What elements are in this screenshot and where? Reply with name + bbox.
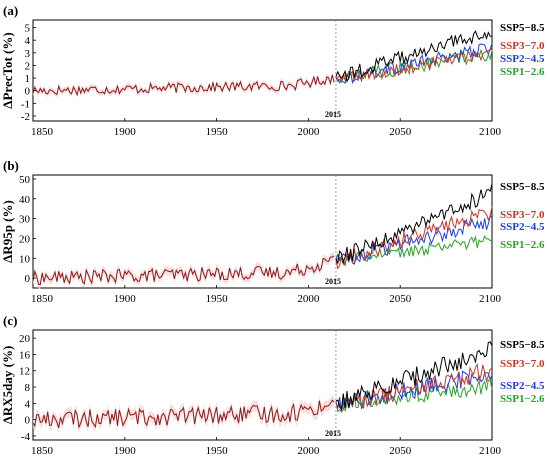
x-tick-label: 2100 [479, 126, 502, 138]
x-tick-label: 2000 [297, 445, 320, 457]
x-tick-label: 1850 [31, 126, 54, 138]
y-axis-label: ΔRX5day (%) [0, 346, 15, 425]
series-line-ssp370 [335, 363, 493, 413]
historical-spread-band [33, 395, 335, 434]
y-tick-label: -1 [21, 98, 30, 110]
legend-entry: SSP5−8.5 [500, 22, 545, 34]
chart-panel-2: 2015 0 10 20 30 40 50 1850 1900 1950 2000 2050 2100 (… [0, 158, 545, 305]
y-tick-label: 16 [19, 349, 31, 361]
y-tick-label: 0 [25, 86, 31, 98]
y-tick-label: 4 [25, 35, 31, 47]
y-tick-label: 20 [19, 333, 31, 345]
plot-frame [32, 174, 493, 289]
legend-entry: SSP1−2.6 [500, 393, 545, 405]
y-tick-label: 20 [19, 233, 31, 245]
y-tick-label: 3 [25, 48, 31, 60]
panel-letter: (c) [3, 313, 17, 328]
x-tick-label: 2000 [297, 293, 320, 305]
x-tick-label: 2100 [479, 293, 502, 305]
legend-entry: SSP2−4.5 [500, 380, 545, 392]
y-tick-label: -4 [21, 431, 31, 443]
y-tick-label: 5 [25, 23, 31, 35]
x-tick-label: 2000 [297, 126, 320, 138]
x-tick-label: 1950 [206, 445, 229, 457]
x-tick-label: 1950 [206, 126, 229, 138]
marker-2015-label: 2015 [325, 429, 341, 438]
y-tick-label: 50 [19, 174, 31, 186]
legend-entry: SSP1−2.6 [500, 66, 545, 78]
x-tick-label: 1850 [31, 293, 54, 305]
y-tick-label: -2 [21, 111, 30, 123]
plot-frame [32, 329, 493, 441]
y-tick-label: 0 [25, 273, 31, 285]
y-tick-label: 40 [19, 194, 31, 206]
historical-line [32, 399, 335, 429]
chart-panel-3: 2015 -4 0 4 8 12 16 20 1850 1900 1950 2000 2050 2100 (… [0, 313, 545, 457]
y-tick-label: 2 [25, 60, 31, 72]
legend-entry: SSP5−8.5 [500, 181, 545, 193]
x-tick-label: 1900 [114, 445, 137, 457]
historical-line [32, 255, 335, 286]
historical-spread-band [33, 251, 335, 289]
legend-entry: SSP2−4.5 [500, 221, 545, 233]
series-line-ssp126 [335, 234, 493, 266]
series-line-ssp245 [335, 214, 493, 265]
historical-line [32, 74, 335, 97]
legend-entry: SSP3−7.0 [500, 358, 545, 370]
series-line-ssp370 [335, 46, 493, 84]
x-tick-label: 2050 [389, 126, 412, 138]
x-tick-label: 1900 [114, 293, 137, 305]
y-axis-label: ΔR95p (%) [0, 200, 15, 263]
y-tick-label: 10 [19, 253, 31, 265]
x-tick-label: 2050 [389, 293, 412, 305]
legend-entry: SSP3−7.0 [500, 209, 545, 221]
series-line-ssp370 [335, 206, 493, 270]
y-tick-label: 12 [19, 366, 30, 378]
series-line-ssp126 [335, 379, 493, 413]
series-line-ssp585 [335, 30, 493, 84]
x-tick-label: 1900 [114, 126, 137, 138]
series-line-ssp585 [335, 341, 493, 411]
panel-letter: (b) [3, 158, 19, 173]
marker-2015-label: 2015 [325, 110, 341, 119]
legend-entry: SSP3−7.0 [500, 40, 545, 52]
legend-entry: SSP1−2.6 [500, 239, 545, 251]
y-axis-label: ΔPrecTot (%) [0, 32, 15, 108]
historical-spread-band [33, 71, 335, 98]
marker-2015-label: 2015 [325, 277, 341, 286]
y-tick-label: 4 [25, 398, 31, 410]
x-tick-label: 1850 [31, 445, 54, 457]
x-tick-label: 2050 [389, 445, 412, 457]
series-line-ssp585 [335, 183, 493, 265]
panel-letter: (a) [3, 3, 18, 18]
y-tick-label: 30 [19, 214, 31, 226]
legend-entry: SSP5−8.5 [500, 339, 545, 351]
y-tick-label: 1 [25, 73, 31, 85]
x-tick-label: 2100 [479, 445, 502, 457]
y-tick-label: 8 [25, 382, 31, 394]
legend-entry: SSP2−4.5 [500, 53, 545, 65]
plot-frame [32, 19, 493, 122]
x-tick-label: 1950 [206, 293, 229, 305]
y-tick-label: 0 [25, 415, 31, 427]
